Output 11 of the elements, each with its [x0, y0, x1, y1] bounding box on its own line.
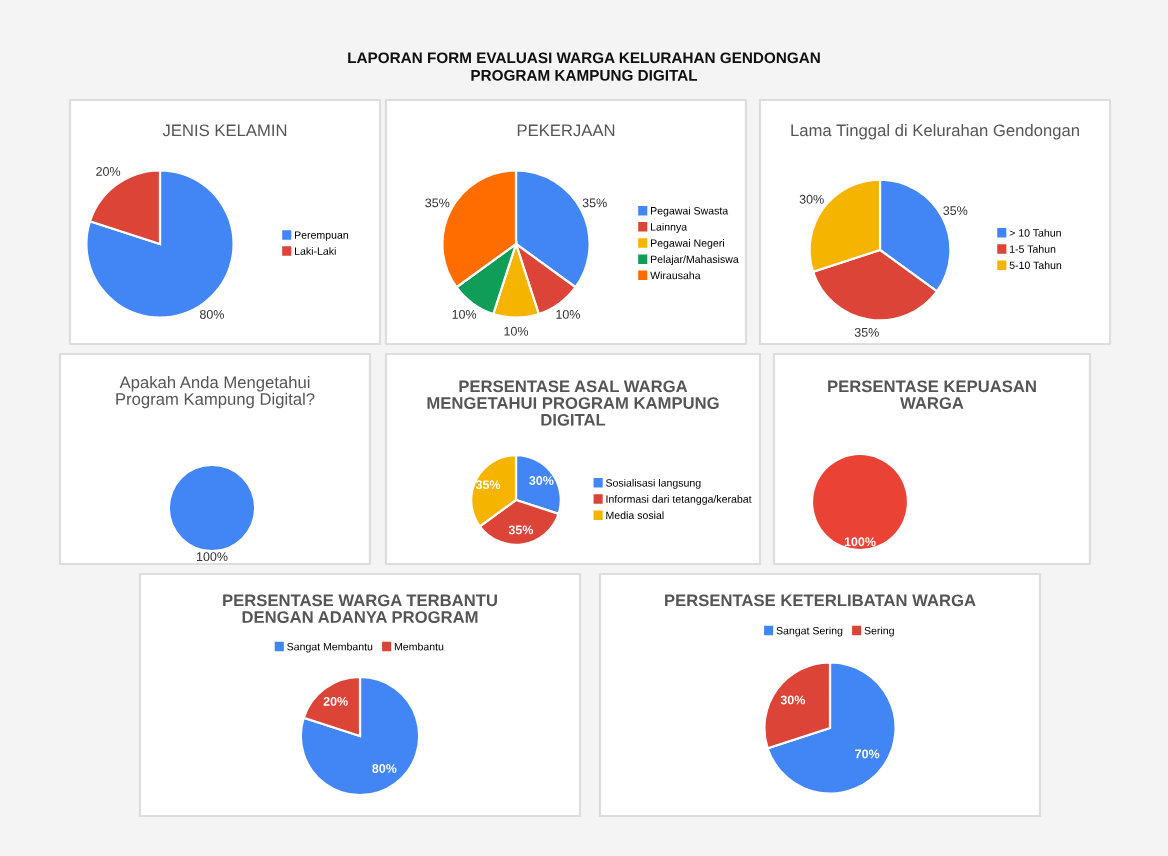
- chart-title: PEKERJAAN: [517, 124, 615, 137]
- chart-title: Lama Tinggal di Kelurahan Gendongan: [791, 124, 1079, 140]
- chart-title: JENIS KELAMIN: [162, 124, 287, 137]
- pie-slice: [85, 169, 235, 319]
- pie-slice: [299, 675, 421, 797]
- chart-title: PERSENTASE ASAL WARGA MENGETAHUI PROGRAM KAMPUNG DIGITAL: [427, 380, 719, 426]
- chart-title: Apakah Anda Mengetahui Program Kampung Digital?: [116, 376, 315, 409]
- chart-title: PERSENTASE KEPUASAN WARGA: [828, 380, 1036, 409]
- pie-slice: [766, 661, 897, 795]
- chart-title: PERSENTASE WARGA TERBANTU DENGAN ADANYA PROGRAM: [223, 594, 497, 623]
- chart-title: PERSENTASE KETERLIBATAN WARGA: [665, 594, 976, 607]
